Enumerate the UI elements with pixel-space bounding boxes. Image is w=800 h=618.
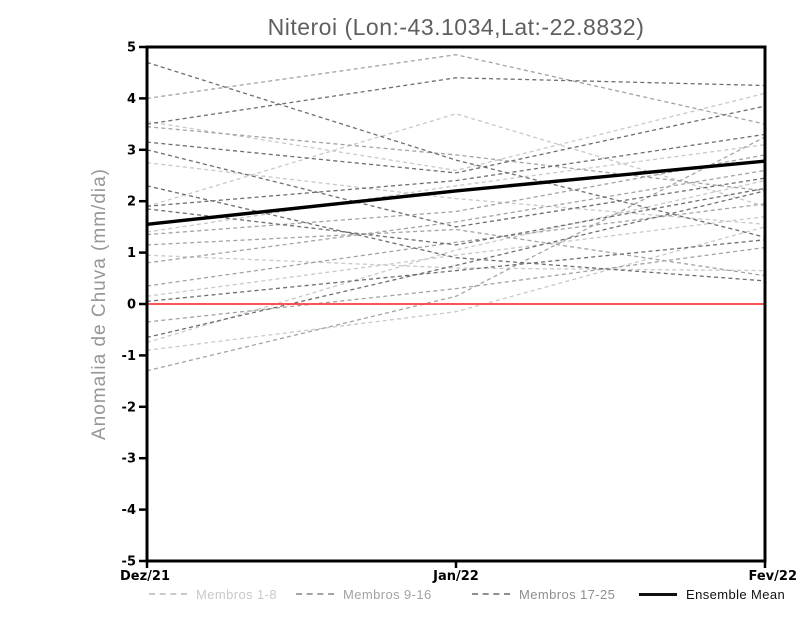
legend-item-membros-17-25: Membros 17-25 [472,584,615,604]
svg-text:3: 3 [127,143,136,158]
svg-text:-4: -4 [122,503,136,518]
legend-label-membros-9-16: Membros 9-16 [343,586,432,602]
svg-text:2: 2 [127,195,136,210]
svg-text:4: 4 [127,92,136,107]
dashed-line-sample-icon [472,593,510,595]
svg-text:Dez/21: Dez/21 [120,569,170,584]
legend-label-ensemble-mean: Ensemble Mean [686,586,786,602]
chart-title: Niteroi (Lon:-43.1034,Lat:-22.8832) [267,14,645,40]
svg-text:1: 1 [127,246,136,261]
svg-text:-2: -2 [122,400,136,415]
chart-legend: Membros 1-8 Membros 9-16 Membros 17-25 E… [0,584,800,606]
solid-line-sample-icon [639,592,677,596]
legend-item-membros-1-8: Membros 1-8 [149,584,277,604]
dashed-line-sample-icon [149,593,187,595]
dashed-line-sample-icon [296,593,334,595]
legend-label-membros-1-8: Membros 1-8 [196,586,277,602]
svg-text:-3: -3 [122,452,136,467]
svg-text:Fev/22: Fev/22 [749,569,797,584]
legend-item-membros-9-16: Membros 9-16 [296,584,432,604]
svg-text:5: 5 [127,41,136,56]
legend-label-membros-17-25: Membros 17-25 [519,586,616,602]
svg-text:0: 0 [127,298,136,313]
svg-text:-1: -1 [122,349,136,364]
svg-text:-5: -5 [122,555,136,570]
legend-item-ensemble-mean: Ensemble Mean [639,584,785,604]
svg-text:Jan/22: Jan/22 [432,569,479,584]
